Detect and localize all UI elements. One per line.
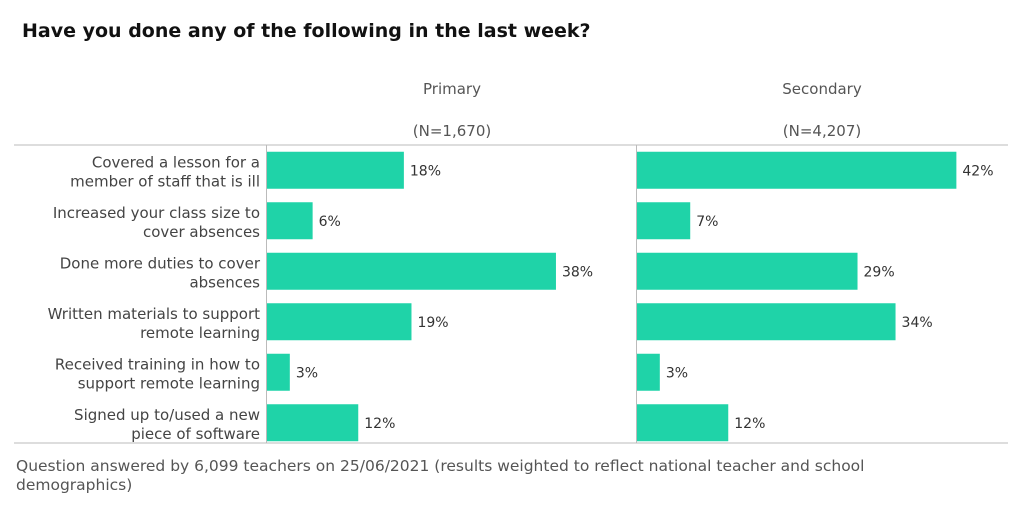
chart-title: Have you done any of the following in th… [22,20,591,42]
category-label: Signed up to/used a new piece of software [74,406,260,443]
data-label-primary: 12% [364,416,395,432]
bar-primary [267,303,412,341]
bar-secondary [637,303,896,341]
bar-primary [267,252,556,290]
panel-header-primary: Primary [423,80,481,98]
data-label-secondary: 29% [864,264,895,280]
category-label: Done more duties to cover absences [60,254,261,291]
data-label-primary: 3% [296,365,318,381]
data-label-secondary: 7% [696,214,718,230]
data-label-secondary: 34% [902,315,933,331]
bar-primary [267,202,313,240]
data-label-secondary: 42% [962,163,993,179]
data-label-primary: 19% [417,315,448,331]
bar-secondary [637,404,729,442]
bar-primary [267,353,290,391]
bar-secondary [637,353,660,391]
category-label: Increased your class size to cover absenc… [53,204,260,241]
bar-secondary [637,202,691,240]
footnote: Question answered by 6,099 teachers on 2… [16,457,865,494]
bar-secondary [637,151,957,189]
bar-secondary [637,252,858,290]
panel-n-primary: (N=1,670) [412,122,492,140]
data-label-primary: 18% [410,163,441,179]
category-label: Covered a lesson for a member of staff th… [70,153,260,190]
data-label-primary: 6% [319,214,341,230]
data-label-primary: 38% [562,264,593,280]
data-label-secondary: 12% [734,416,765,432]
panel-n-secondary: (N=4,207) [782,122,862,140]
data-label-secondary: 3% [666,365,688,381]
panel-header-secondary: Secondary [782,80,862,98]
category-label: Received training in how to support remot… [55,355,260,392]
bar-primary [267,151,404,189]
bar-primary [267,404,359,442]
category-label: Written materials to support remote learn… [48,305,260,342]
